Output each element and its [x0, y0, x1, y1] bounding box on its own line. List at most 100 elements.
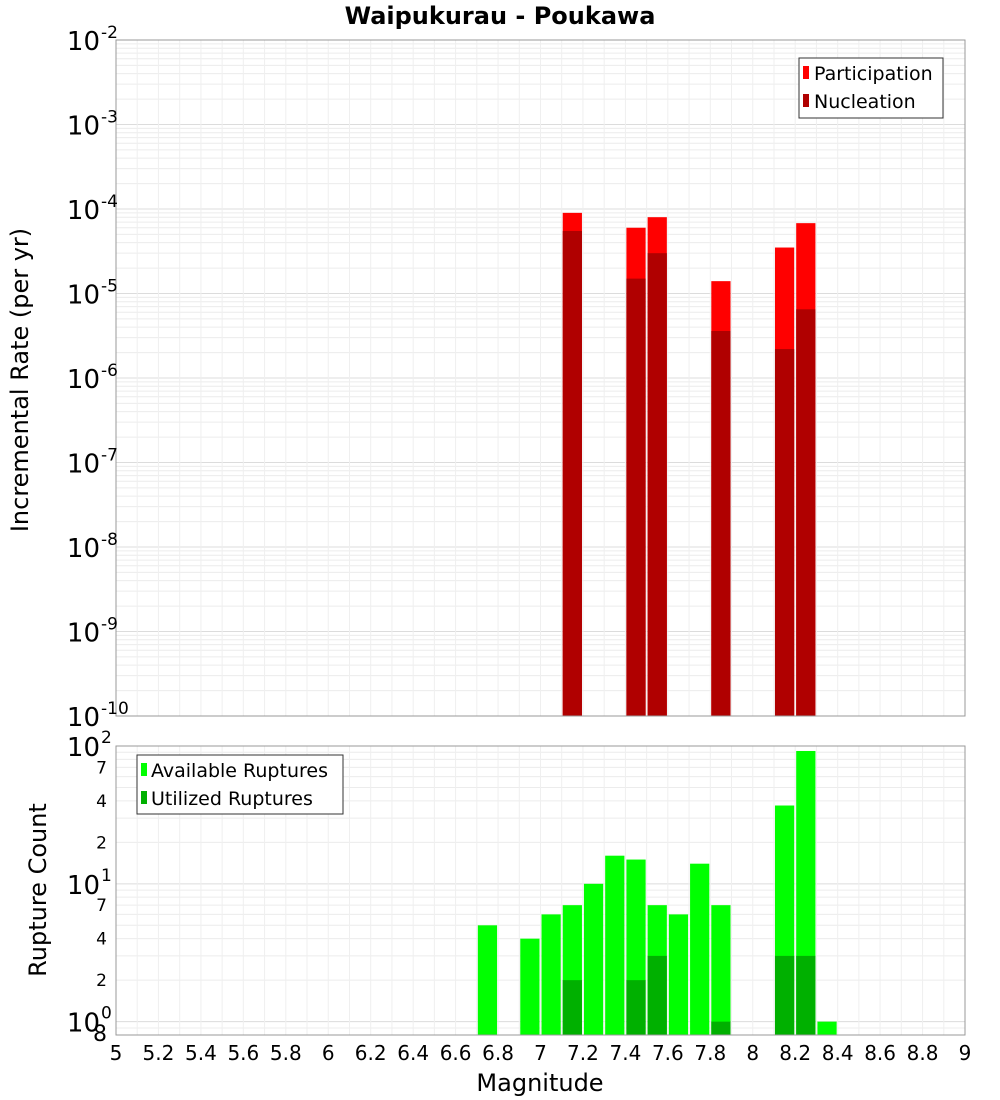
rate-y-tick-base: 10 [67, 27, 100, 57]
count-plot-frame [115, 745, 966, 1036]
x-tick-label: 8 [746, 1041, 759, 1065]
nucleation-bar [562, 230, 582, 717]
count-legend-label: Utilized Ruptures [151, 788, 313, 810]
nucleation-bar [711, 330, 731, 716]
rate-y-tick-exponent: -4 [101, 192, 118, 212]
rate-legend-label: Nucleation [814, 91, 916, 113]
count-y-tick-base: 10 [67, 733, 100, 763]
count-bars [477, 750, 837, 1035]
rate-y-tick-exponent: -8 [101, 530, 118, 550]
utilized-ruptures-bar [562, 980, 582, 1035]
x-tick-label: 6.4 [397, 1041, 429, 1065]
x-tick-label: 7 [534, 1041, 547, 1065]
x-tick-label: 5.8 [270, 1041, 302, 1065]
available-ruptures-bar [477, 925, 498, 1035]
x-tick-label: 5 [110, 1041, 123, 1065]
x-tick-label: 6.8 [482, 1041, 514, 1065]
x-ticks: 5 5.2 5.4 5.6 5.8 6 6.2 6.4 6.6 6.8 7 7.2 7.4 7.6 7.8 8… [110, 1041, 972, 1065]
rate-legend-box [798, 57, 944, 119]
rate-legend-label: Participation [814, 63, 933, 85]
x-tick-label: 7.4 [609, 1041, 641, 1065]
x-tick-label: 7.8 [694, 1041, 726, 1065]
x-tick-label: 8.6 [864, 1041, 896, 1065]
rate-y-tick-base: 10 [67, 703, 100, 733]
bottom-y-axis-label: Rupture Count [24, 803, 52, 977]
x-tick-label: 6 [322, 1041, 335, 1065]
x-tick-label: 5.4 [185, 1041, 217, 1065]
rate-y-tick-exponent: -6 [101, 361, 118, 381]
rate-bars [562, 212, 816, 717]
x-axis-label: Magnitude [476, 1069, 603, 1097]
available-ruptures-bar [583, 883, 604, 1035]
utilized-ruptures-bar [774, 955, 795, 1035]
count-y-minor-tick: 2 [96, 833, 107, 853]
count-y-minor-tick: 2 [96, 971, 107, 991]
nucleation-bar [796, 309, 816, 716]
rate-y-tick-base: 10 [67, 196, 100, 226]
available-ruptures-bar [605, 855, 625, 1035]
x-tick-label: 6.6 [440, 1041, 472, 1065]
rate-y-tick-exponent: -2 [101, 23, 118, 43]
available-ruptures-bar [817, 1021, 837, 1035]
rate-grid [115, 40, 966, 717]
nucleation-bar [774, 349, 795, 716]
x-tick-label: 6.2 [355, 1041, 387, 1065]
x-tick-label: 7.2 [567, 1041, 599, 1065]
count-legend-box [136, 754, 344, 815]
rate-y-tick-exponent: -3 [101, 108, 118, 128]
rate-y-tick-exponent: -10 [101, 699, 129, 719]
count-y-minor-tick: 7 [96, 758, 107, 778]
rate-y-tick-base: 10 [67, 112, 100, 142]
x-tick-label: 8.4 [822, 1041, 854, 1065]
count-y-minor-tick: 8 [93, 1022, 107, 1047]
utilized-ruptures-bar [647, 955, 667, 1035]
rate-y-tick-base: 10 [67, 281, 100, 311]
rate-y-tick-base: 10 [67, 619, 100, 649]
count-legend-swatch [141, 763, 147, 776]
chart-title: Waipukurau - Poukawa [345, 2, 656, 30]
count-y-minor-tick: 4 [96, 930, 107, 950]
count-y-tick-base: 10 [67, 871, 100, 901]
count-y-tick-exponent: 0 [101, 1004, 112, 1024]
x-tick-label: 5.2 [143, 1041, 175, 1065]
rate-y-tick-exponent: -9 [101, 615, 118, 635]
available-ruptures-bar [541, 914, 561, 1035]
x-tick-label: 8.8 [907, 1041, 939, 1065]
count-y-tick-exponent: 1 [101, 866, 112, 886]
x-tick-label: 8.2 [779, 1041, 811, 1065]
count-legend-swatch [141, 791, 147, 804]
rate-legend-swatch [803, 94, 809, 107]
rate-y-tick-base: 10 [67, 365, 100, 395]
count-y-tick-base: 10 [67, 1009, 100, 1039]
available-ruptures-bar [520, 938, 540, 1035]
x-tick-label: 9 [959, 1041, 972, 1065]
rate-y-tick-exponent: -5 [101, 277, 118, 297]
count-y-tick-exponent: 2 [101, 728, 112, 748]
count-y-minor-tick: 7 [96, 896, 107, 916]
count-legend: Available Ruptures Utilized Ruptures [136, 754, 344, 815]
utilized-ruptures-bar [796, 955, 816, 1035]
rate-y-tick-base: 10 [67, 450, 100, 480]
x-tick-label: 7.6 [652, 1041, 684, 1065]
rate-plot-frame [115, 39, 966, 717]
x-tick-label: 5.6 [227, 1041, 259, 1065]
available-ruptures-bar [711, 905, 731, 1035]
available-ruptures-bar [668, 914, 689, 1035]
top-y-axis-label: Incremental Rate (per yr) [6, 228, 34, 532]
count-y-minor-tick: 4 [96, 792, 107, 812]
rate-legend-swatch [803, 66, 809, 79]
nucleation-bar [647, 253, 667, 716]
utilized-ruptures-bar [626, 980, 646, 1035]
count-legend-label: Available Ruptures [151, 760, 328, 782]
rate-y-tick-base: 10 [67, 534, 100, 564]
rate-y-tick-exponent: -7 [101, 446, 118, 466]
utilized-ruptures-bar [711, 1021, 731, 1035]
available-ruptures-bar [690, 863, 710, 1035]
rate-legend: Participation Nucleation [798, 57, 944, 119]
